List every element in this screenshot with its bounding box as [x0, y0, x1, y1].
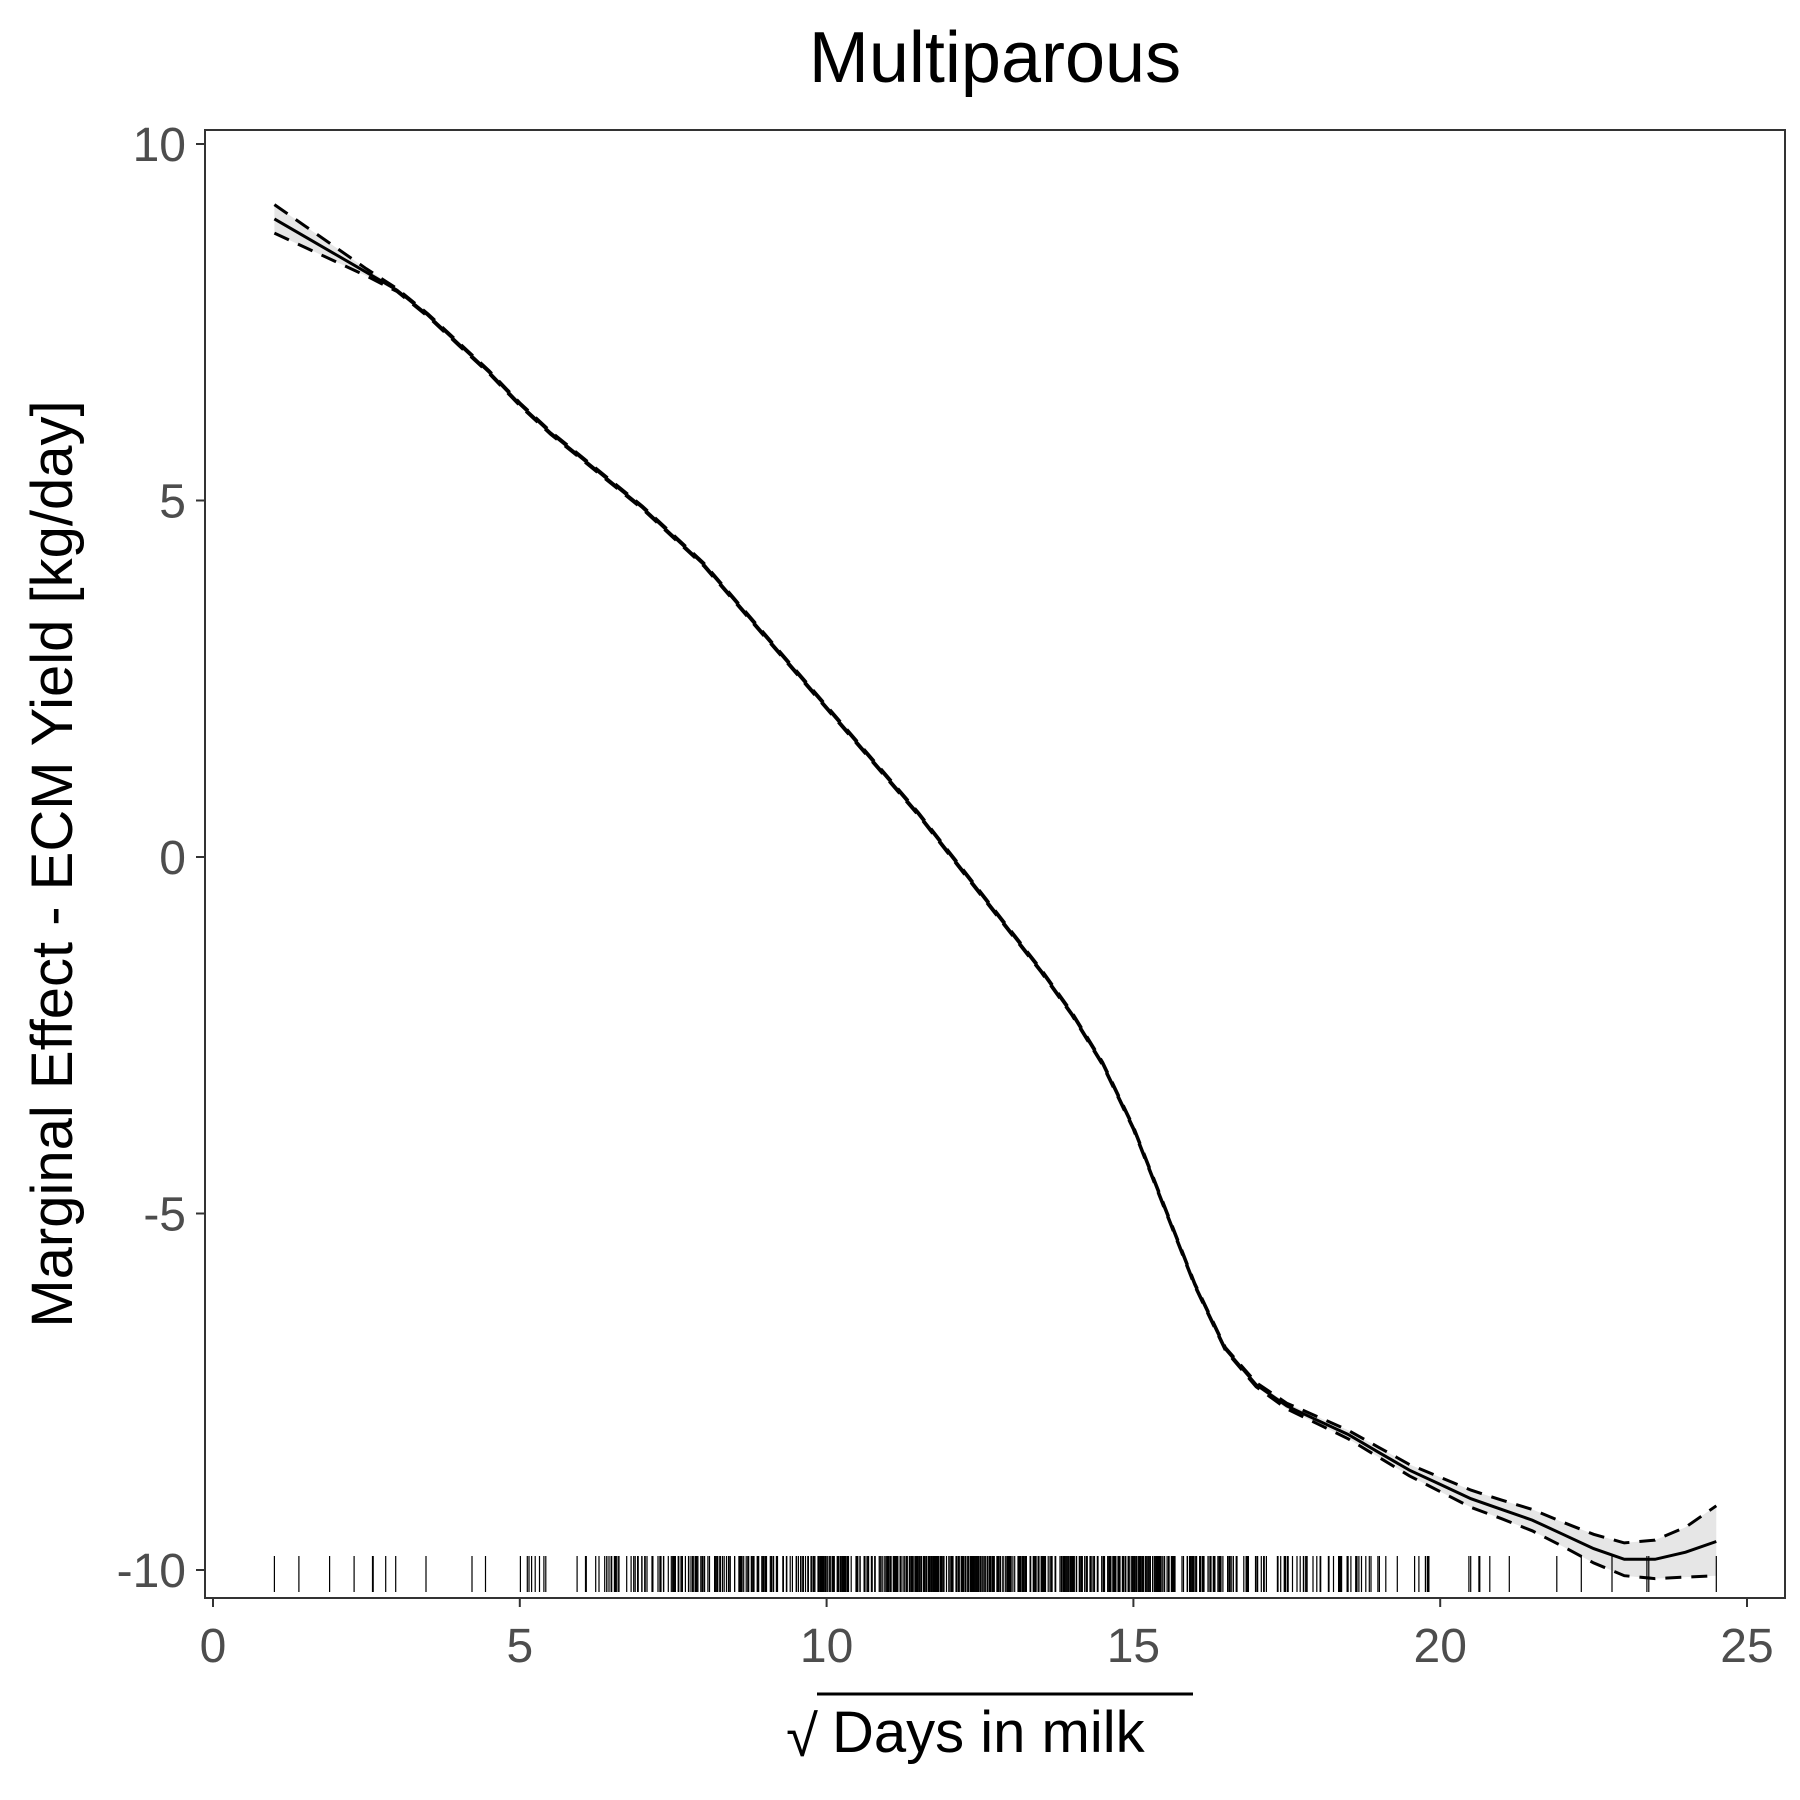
plot-area: [204, 129, 1786, 1599]
y-tick-label: 5: [159, 476, 186, 529]
line-layer: [273, 203, 1718, 1581]
x-axis: 0 5 10 15 20 25: [200, 1598, 1774, 1673]
x-axis-title: √ Days in milk: [786, 1692, 1193, 1769]
x-axis-label: Days in milk: [832, 1700, 1146, 1765]
fit-line: [273, 217, 1717, 1561]
chart-title: Multiparous: [809, 18, 1181, 98]
rug-layer: [273, 1556, 1717, 1592]
x-tick-label: 15: [1107, 1620, 1160, 1673]
y-tick-label: -5: [143, 1189, 186, 1242]
x-tick-label: 20: [1414, 1620, 1467, 1673]
y-axis-label: Marginal Effect - ECM Yield [kg/day]: [20, 400, 85, 1327]
y-tick-label: 10: [133, 119, 186, 172]
x-tick-label: 0: [200, 1620, 227, 1673]
y-axis: -10 -5 0 5 10: [117, 119, 205, 1598]
panel-border: [204, 129, 1786, 1599]
x-tick-label: 25: [1720, 1620, 1773, 1673]
x-axis-radical: √: [786, 1704, 818, 1769]
y-tick-label: -10: [117, 1545, 186, 1598]
y-tick-label: 0: [159, 832, 186, 885]
x-tick-label: 10: [800, 1620, 853, 1673]
x-tick-label: 5: [506, 1620, 533, 1673]
